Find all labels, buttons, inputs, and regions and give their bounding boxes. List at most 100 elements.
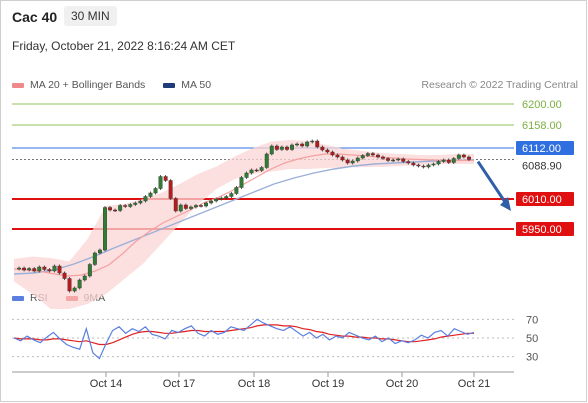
candle-body	[411, 162, 416, 166]
candle-body	[396, 158, 401, 161]
candle-body	[239, 177, 244, 188]
candle-body	[376, 154, 380, 158]
candle-body	[295, 143, 299, 146]
candle-body	[386, 158, 390, 161]
level-label-1: 6158.00	[522, 120, 562, 132]
candle-body	[355, 157, 360, 162]
forecast-arrow-shaft	[476, 160, 509, 206]
candle-body	[279, 146, 284, 150]
candle-body	[42, 266, 47, 270]
candle-body	[173, 198, 178, 212]
candle-body	[148, 192, 153, 197]
level-label-box-2	[516, 141, 574, 155]
x-tick-label-3: Oct 19	[312, 378, 344, 390]
candle-body	[350, 160, 355, 164]
candle-body	[37, 266, 42, 272]
legend-swatch-rsi	[12, 295, 24, 301]
candles	[17, 139, 471, 293]
legend-swatch-ma50	[163, 82, 176, 88]
candle-body	[47, 269, 52, 272]
candle-body	[204, 202, 209, 207]
candle-body	[244, 172, 249, 178]
ma50-line	[13, 159, 475, 275]
candle-body	[254, 169, 259, 172]
candle-body	[391, 159, 396, 162]
candle-body	[133, 202, 138, 205]
legend-swatch-ma20	[12, 82, 24, 88]
candle-body	[72, 287, 77, 292]
candle-body	[229, 193, 234, 197]
candle-body	[381, 156, 385, 159]
candle-body	[305, 141, 310, 147]
candle-body	[406, 161, 411, 164]
level-label-0: 6200.00	[522, 99, 562, 111]
candle-body	[431, 163, 436, 166]
candle-body	[451, 158, 456, 163]
candle-body	[17, 267, 21, 270]
candle-body	[269, 145, 274, 155]
candle-body	[168, 180, 173, 199]
candle-body	[183, 204, 188, 209]
candle-body	[128, 204, 133, 207]
candle-body	[320, 146, 325, 151]
candle-body	[441, 159, 446, 162]
candle-body	[22, 267, 26, 271]
candle-body	[446, 159, 451, 163]
candle-body	[467, 156, 471, 160]
candle-body	[123, 205, 128, 207]
rsi-series-9ma	[13, 324, 474, 346]
candle-body	[285, 146, 289, 150]
candle-body	[27, 268, 32, 271]
legend-main: MA 20 + Bollinger Bands MA 50	[12, 79, 211, 91]
candle-body	[32, 268, 37, 272]
candle-body	[274, 145, 279, 150]
candle-body	[102, 207, 107, 251]
rsi-series-rsi	[13, 318, 475, 360]
candle-body	[87, 264, 92, 277]
datetime-label: Friday, October 21, 2022 8:16:24 AM CET	[12, 39, 236, 53]
forecast-arrow-head	[500, 197, 511, 211]
candle-body	[421, 165, 426, 168]
legend-label-ma50: MA 50	[181, 79, 212, 91]
candle-body	[163, 176, 168, 181]
candle-body	[370, 153, 375, 156]
candle-body	[315, 140, 320, 148]
level-label-2: 6112.00	[522, 143, 561, 155]
candle-body	[360, 155, 365, 159]
x-tick-label-1: Oct 17	[163, 378, 195, 390]
candle-body	[249, 169, 254, 174]
candle-body	[340, 156, 345, 161]
level-label-box-4	[516, 222, 574, 236]
credit-label: Research © 2022 Trading Central	[421, 79, 578, 91]
candle-body	[325, 149, 330, 153]
candle-body	[209, 200, 214, 204]
level-label-box-3	[516, 192, 574, 206]
candle-body	[416, 164, 421, 167]
candle-body	[143, 196, 148, 202]
candle-body	[82, 275, 87, 281]
candle-body	[108, 207, 113, 211]
candle-body	[118, 205, 123, 211]
candle-body	[219, 197, 224, 200]
level-label-3: 6010.00	[522, 194, 562, 206]
legend-label-ma20: MA 20 + Bollinger Bands	[30, 79, 146, 91]
candle-body	[461, 154, 466, 158]
x-tick-label-2: Oct 18	[238, 378, 270, 390]
candle-body	[153, 188, 158, 194]
candle-body	[214, 198, 219, 202]
candle-body	[290, 144, 294, 150]
candle-body	[330, 151, 335, 156]
candle-body	[234, 187, 239, 194]
candle-body	[224, 196, 229, 199]
last-price-label: 6088.90	[522, 161, 562, 173]
candle-body	[158, 176, 163, 189]
candle-body	[52, 265, 57, 272]
level-label-4: 5950.00	[522, 224, 562, 236]
candle-body	[77, 279, 82, 289]
timeframe-badge[interactable]: 30 MIN	[64, 6, 117, 26]
candle-body	[67, 278, 72, 292]
candle-body	[365, 153, 370, 156]
x-tick-label-0: Oct 14	[90, 378, 122, 390]
